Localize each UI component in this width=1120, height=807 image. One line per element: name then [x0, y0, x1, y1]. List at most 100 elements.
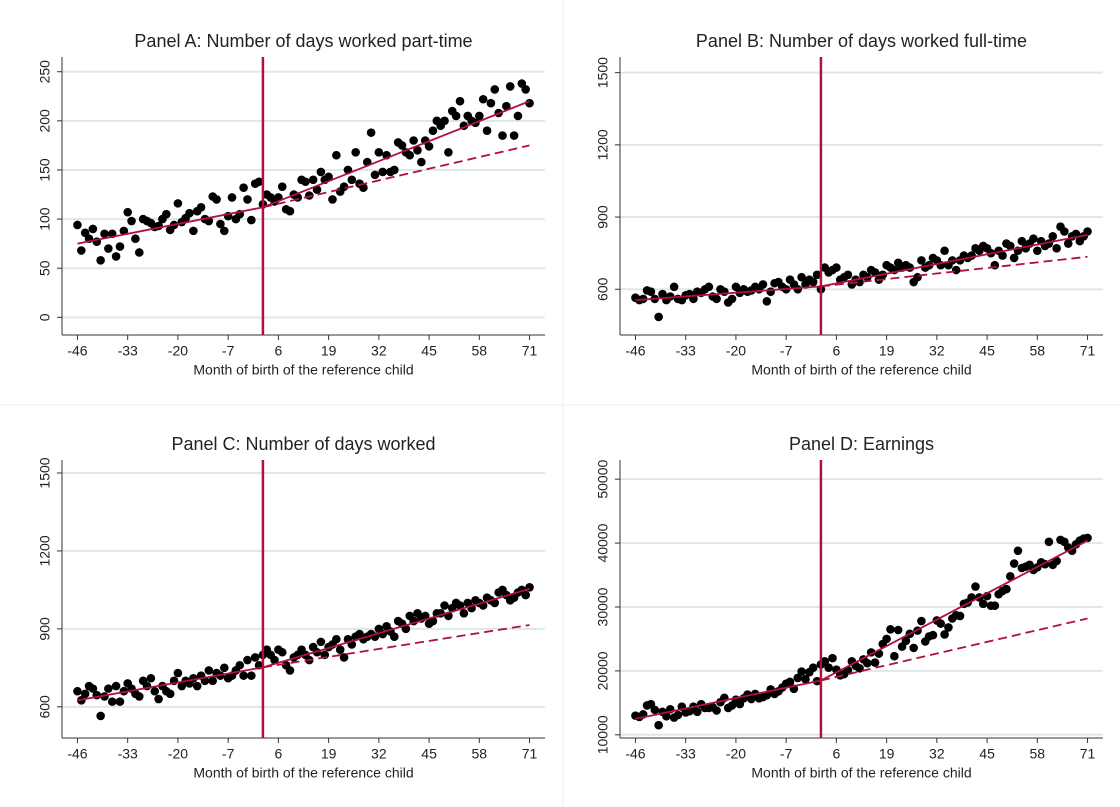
x-tick-label: 6: [274, 343, 282, 359]
data-point: [793, 673, 803, 683]
data-point: [808, 663, 818, 673]
data-point: [720, 287, 729, 296]
data-point: [490, 598, 500, 608]
data-point: [243, 195, 252, 204]
data-point: [335, 645, 345, 654]
fit-line: [820, 233, 1088, 288]
x-tick-label: 58: [1030, 343, 1046, 359]
data-point: [843, 270, 853, 280]
x-tick-label: 45: [421, 746, 437, 762]
data-point: [808, 277, 818, 287]
x-axis-label: Month of birth of the reference child: [193, 765, 413, 781]
data-point: [227, 193, 237, 202]
data-point: [316, 167, 326, 177]
data-point: [127, 216, 136, 226]
data-point: [832, 263, 841, 272]
data-point: [397, 141, 407, 150]
fit-line: [635, 285, 821, 301]
data-point: [351, 147, 360, 157]
data-point: [328, 195, 337, 204]
data-point: [475, 111, 484, 121]
data-point: [486, 98, 496, 108]
data-point: [440, 601, 449, 610]
x-tick-label: 19: [321, 746, 337, 762]
chart-title: Panel C: Number of days worked: [171, 434, 435, 454]
data-point: [870, 268, 880, 277]
x-tick-label: -20: [168, 746, 188, 762]
data-point: [185, 208, 194, 218]
data-point: [73, 686, 82, 696]
x-axis-label: Month of birth of the reference child: [751, 362, 971, 378]
data-point: [115, 242, 125, 251]
y-tick-label: 200: [37, 109, 53, 133]
data-point: [239, 183, 248, 192]
y-tick-label: 600: [37, 695, 53, 719]
x-tick-label: 19: [879, 343, 895, 359]
data-point: [990, 601, 1000, 611]
data-point: [1002, 584, 1011, 594]
data-point: [1009, 253, 1019, 263]
data-point: [96, 711, 105, 721]
data-point: [498, 131, 507, 140]
y-tick-label: 50000: [595, 459, 611, 498]
data-point: [812, 270, 822, 280]
data-point: [654, 312, 663, 322]
data-point: [1005, 241, 1015, 251]
data-point: [219, 663, 229, 673]
data-point: [1005, 572, 1015, 581]
fit-line: [262, 100, 530, 209]
data-point: [107, 697, 117, 706]
x-tick-label: -46: [625, 343, 645, 359]
data-point: [1009, 559, 1019, 568]
data-point: [727, 294, 737, 304]
data-point: [820, 657, 830, 666]
fit-line: [820, 617, 1088, 682]
panel: Panel A: Number of days worked part-time…: [37, 31, 545, 378]
data-point: [316, 637, 326, 647]
data-point: [654, 720, 663, 730]
x-tick-label: -20: [726, 343, 746, 359]
y-tick-label: 900: [37, 617, 53, 641]
x-tick-label: -7: [222, 343, 235, 359]
data-point: [115, 697, 125, 706]
data-point: [208, 676, 217, 686]
data-point: [766, 287, 775, 296]
x-tick-label: 71: [1080, 343, 1096, 359]
x-axis-label: Month of birth of the reference child: [193, 362, 413, 378]
data-point: [247, 215, 256, 225]
data-point: [665, 292, 675, 301]
data-point: [459, 608, 469, 618]
data-point: [944, 623, 953, 632]
y-tick-label: 1500: [595, 57, 611, 88]
data-point: [870, 658, 880, 667]
x-tick-label: 19: [879, 746, 895, 762]
data-point: [324, 172, 333, 182]
x-tick-label: 71: [522, 343, 538, 359]
data-point: [150, 686, 160, 696]
data-point: [1044, 537, 1054, 547]
data-point: [712, 706, 721, 715]
y-tick-label: 1200: [595, 129, 611, 160]
x-tick-label: 71: [522, 746, 538, 762]
data-point: [521, 590, 530, 600]
data-point: [478, 94, 488, 104]
x-tick-label: -7: [222, 746, 235, 762]
x-tick-label: 6: [832, 343, 840, 359]
data-point: [405, 150, 415, 160]
data-point: [824, 663, 833, 673]
data-point: [797, 667, 806, 676]
data-point: [758, 280, 768, 289]
data-point: [762, 297, 772, 306]
x-tick-label: 32: [929, 746, 945, 762]
data-point: [909, 643, 918, 653]
data-point: [424, 142, 434, 151]
data-point: [100, 229, 109, 239]
data-point: [1060, 227, 1069, 236]
data-point: [893, 625, 903, 635]
data-point: [285, 666, 295, 675]
data-point: [308, 175, 318, 185]
data-point: [673, 710, 683, 720]
data-point: [119, 226, 129, 236]
data-point: [111, 252, 121, 261]
data-point: [413, 146, 422, 155]
